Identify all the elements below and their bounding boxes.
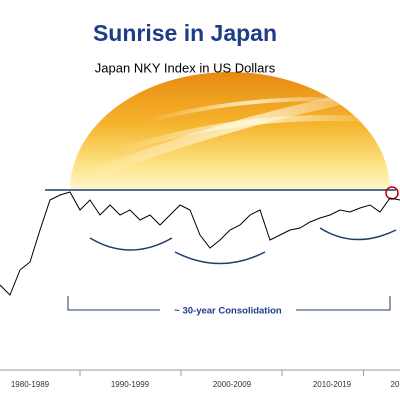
annotation: ~ 30-year Consolidation bbox=[174, 306, 282, 317]
index-line bbox=[0, 191, 400, 296]
annotation-bg bbox=[160, 302, 296, 318]
x-tick-label: 2010-2019 bbox=[313, 380, 352, 389]
x-tick-label: 1980-1989 bbox=[11, 380, 50, 389]
chart-title: Sunrise in Japan bbox=[93, 20, 277, 46]
chart-subtitle: Japan NKY Index in US Dollars bbox=[95, 60, 276, 75]
bowls bbox=[89, 227, 397, 265]
x-tick-label: 20 bbox=[391, 380, 400, 389]
highlight-circle bbox=[385, 186, 399, 200]
x-tick-label: 2000-2009 bbox=[213, 380, 252, 389]
x-tick-label: 1990-1999 bbox=[111, 380, 150, 389]
